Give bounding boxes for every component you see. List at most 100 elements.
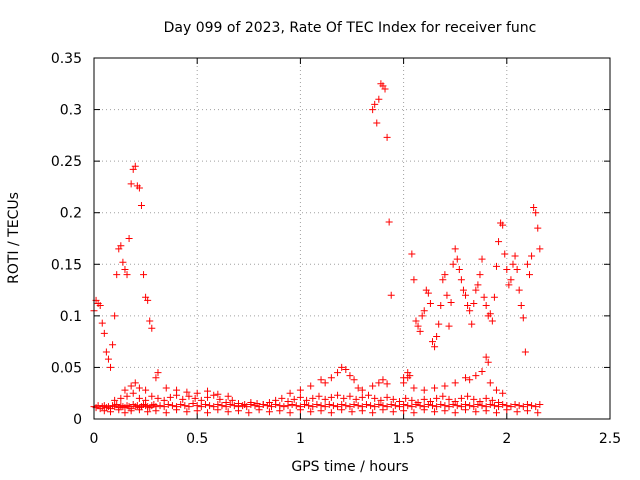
data-point bbox=[131, 162, 139, 170]
data-point bbox=[288, 401, 296, 409]
data-point bbox=[245, 409, 253, 417]
data-point bbox=[480, 293, 488, 301]
data-point bbox=[230, 402, 238, 410]
data-point bbox=[486, 401, 494, 409]
data-point bbox=[313, 401, 321, 409]
data-point bbox=[218, 402, 226, 410]
data-point bbox=[296, 386, 304, 394]
data-point bbox=[111, 396, 119, 404]
data-point bbox=[470, 395, 478, 403]
data-point bbox=[127, 382, 135, 390]
data-point bbox=[183, 388, 191, 396]
data-point bbox=[383, 380, 391, 388]
data-point bbox=[119, 258, 127, 266]
data-point bbox=[204, 409, 212, 417]
data-point bbox=[358, 393, 366, 401]
chart-title: Day 099 of 2023, Rate Of TEC Index for r… bbox=[164, 20, 537, 36]
data-point bbox=[381, 85, 389, 93]
data-point bbox=[259, 401, 267, 409]
x-axis-label: GPS time / hours bbox=[291, 459, 408, 475]
data-point bbox=[121, 409, 129, 417]
data-point bbox=[193, 389, 201, 397]
data-point bbox=[534, 409, 542, 417]
data-point bbox=[466, 402, 474, 410]
data-point bbox=[352, 395, 360, 403]
data-point bbox=[476, 397, 484, 405]
data-point bbox=[441, 407, 449, 415]
data-point bbox=[389, 408, 397, 416]
data-point bbox=[488, 396, 496, 404]
data-point bbox=[241, 401, 249, 409]
data-point bbox=[445, 403, 453, 411]
data-point bbox=[303, 396, 311, 404]
data-point bbox=[307, 382, 315, 390]
data-point bbox=[156, 402, 164, 410]
data-point bbox=[222, 398, 230, 406]
data-point bbox=[523, 260, 531, 268]
data-point bbox=[445, 322, 453, 330]
data-point bbox=[146, 317, 154, 325]
data-point bbox=[162, 384, 170, 392]
data-point bbox=[519, 403, 527, 411]
data-point bbox=[358, 407, 366, 415]
data-point bbox=[400, 407, 408, 415]
data-point bbox=[385, 218, 393, 226]
data-point bbox=[135, 384, 143, 392]
data-point bbox=[369, 409, 377, 417]
data-point bbox=[342, 365, 350, 373]
data-point bbox=[142, 386, 150, 394]
data-point bbox=[348, 408, 356, 416]
data-point bbox=[173, 386, 181, 394]
data-point bbox=[135, 394, 143, 402]
data-point bbox=[507, 403, 515, 411]
data-point bbox=[523, 401, 531, 409]
data-point bbox=[433, 403, 441, 411]
data-point bbox=[350, 376, 358, 384]
data-point bbox=[206, 402, 214, 410]
data-point bbox=[511, 401, 519, 409]
data-point bbox=[478, 255, 486, 263]
data-point bbox=[160, 396, 168, 404]
data-point bbox=[325, 401, 333, 409]
data-point bbox=[268, 403, 276, 411]
data-point bbox=[286, 409, 294, 417]
data-point bbox=[296, 406, 304, 414]
data-point bbox=[410, 276, 418, 284]
data-point bbox=[513, 265, 521, 273]
data-point bbox=[482, 353, 490, 361]
y-axis-label: ROTI / TECUs bbox=[6, 192, 22, 284]
data-point bbox=[478, 368, 486, 376]
data-point bbox=[439, 392, 447, 400]
data-point bbox=[488, 317, 496, 325]
data-point bbox=[501, 250, 509, 258]
y-tick-label: 0.05 bbox=[51, 360, 82, 376]
data-point bbox=[123, 271, 131, 279]
data-point bbox=[418, 312, 426, 320]
data-point bbox=[301, 401, 309, 409]
data-point bbox=[173, 406, 181, 414]
data-point bbox=[228, 396, 236, 404]
data-point bbox=[528, 402, 536, 410]
data-point bbox=[379, 406, 387, 414]
data-point bbox=[255, 406, 263, 414]
data-point bbox=[307, 408, 315, 416]
data-point bbox=[428, 402, 436, 410]
data-point bbox=[367, 402, 375, 410]
data-point bbox=[499, 401, 507, 409]
data-point bbox=[98, 319, 106, 327]
data-point bbox=[247, 398, 255, 406]
data-point bbox=[290, 395, 298, 403]
data-point bbox=[420, 307, 428, 315]
data-point bbox=[515, 286, 523, 294]
data-point bbox=[204, 387, 212, 395]
data-point bbox=[107, 408, 115, 416]
data-point bbox=[117, 394, 125, 402]
data-point bbox=[152, 407, 160, 415]
data-point bbox=[451, 379, 459, 387]
data-point bbox=[457, 276, 465, 284]
data-point bbox=[476, 271, 484, 279]
data-point bbox=[492, 386, 500, 394]
data-point bbox=[292, 402, 300, 410]
data-point bbox=[346, 372, 354, 380]
data-point bbox=[193, 407, 201, 415]
